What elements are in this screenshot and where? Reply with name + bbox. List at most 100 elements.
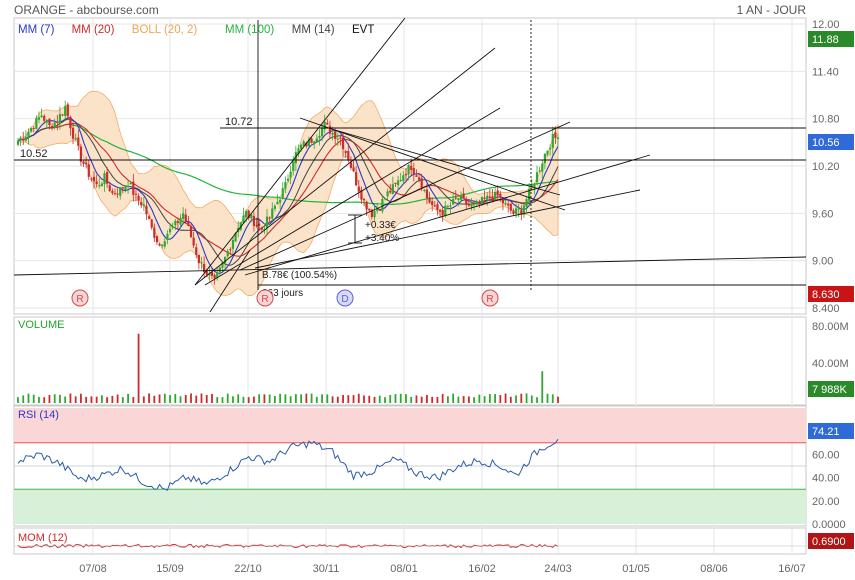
volume-bar xyxy=(541,371,544,403)
volume-bar xyxy=(211,393,213,403)
candle-body xyxy=(258,223,261,226)
candle-body xyxy=(554,132,557,138)
momentum-title: MOM (12) xyxy=(18,532,68,544)
volume-bar xyxy=(557,396,559,403)
volume-bar xyxy=(363,395,365,403)
candle-body xyxy=(323,121,326,130)
candle-body xyxy=(56,121,59,123)
trendline xyxy=(13,256,807,276)
ma14-line xyxy=(17,118,559,266)
candle-body xyxy=(247,210,250,219)
date-tick-label: 22/10 xyxy=(234,563,262,575)
volume-bar xyxy=(237,394,240,403)
rsi-tick-label: 0.0000 xyxy=(812,519,846,531)
event-marker-label: R xyxy=(486,294,493,305)
legend-item: BOLL (20, 2) xyxy=(132,24,198,36)
candle-body xyxy=(339,137,342,139)
candle-body xyxy=(473,204,476,206)
candle-body xyxy=(210,271,214,276)
indicator-legend: MM (7) MM (20) BOLL (20, 2) MM (100) MM (14)… xyxy=(18,24,374,36)
candle-body xyxy=(255,225,258,227)
candle-body xyxy=(22,138,25,141)
candle-body xyxy=(95,181,98,185)
candle-body xyxy=(535,172,539,183)
candle-body xyxy=(74,138,77,140)
candle-body xyxy=(378,209,381,211)
candle-body xyxy=(313,141,316,145)
momentum-last-badge-text: 0.6900 xyxy=(812,536,846,548)
candle-body xyxy=(24,136,27,141)
candle-body xyxy=(331,132,334,135)
volume-bar xyxy=(405,394,407,403)
candle-body xyxy=(528,188,531,201)
candle-body xyxy=(496,190,499,196)
momentum-line xyxy=(14,543,806,549)
price-top-badge xyxy=(808,31,854,47)
volume-bar xyxy=(263,394,266,403)
candle-body xyxy=(499,193,502,198)
volume-bar xyxy=(536,397,538,403)
price-grid xyxy=(14,18,806,554)
volume-bar xyxy=(232,396,234,403)
candle-body xyxy=(509,203,512,211)
trendline xyxy=(194,47,496,286)
candle-body xyxy=(438,209,442,212)
volume-bar xyxy=(420,396,423,403)
candle-body xyxy=(284,181,287,189)
candle-body xyxy=(517,208,520,210)
candle-body xyxy=(166,233,169,241)
legend-item: EVT xyxy=(352,24,374,36)
volume-bar xyxy=(242,396,245,403)
price-last-badge xyxy=(808,134,854,150)
volume-bar xyxy=(378,395,381,403)
candle-body xyxy=(297,148,300,154)
volume-bar xyxy=(59,394,61,403)
volume-bar xyxy=(525,393,528,403)
candle-body xyxy=(504,203,507,205)
candle-body xyxy=(302,141,305,146)
candle-body xyxy=(203,263,206,273)
date-tick-label: 15/09 xyxy=(156,563,184,575)
candle-body xyxy=(161,244,164,247)
volume-bar xyxy=(32,394,35,403)
volume-bar xyxy=(132,397,135,403)
candle-body xyxy=(45,119,48,123)
candle-body xyxy=(305,142,308,147)
candle-body xyxy=(43,115,46,121)
candle-body xyxy=(50,125,54,129)
candle-body xyxy=(279,199,282,203)
candle-body xyxy=(486,195,489,201)
candle-body xyxy=(271,208,274,219)
volume-bar xyxy=(373,396,376,403)
candle-body xyxy=(174,220,177,226)
volume-title: VOLUME xyxy=(18,319,64,331)
candle-body xyxy=(480,196,484,205)
volume-bar xyxy=(326,394,329,403)
price-tick-label: 8.400 xyxy=(812,303,840,315)
candle-body xyxy=(470,204,473,207)
event-marker-label: D xyxy=(341,294,348,305)
volume-bar xyxy=(467,396,470,403)
candle-body xyxy=(389,190,392,193)
volume-bar xyxy=(284,394,287,403)
volume-bar xyxy=(462,396,465,403)
volume-bar xyxy=(116,394,119,403)
candle-body xyxy=(376,208,379,211)
candle-body xyxy=(126,185,130,187)
volume-bar xyxy=(106,397,109,403)
candle-body xyxy=(281,188,284,198)
candle-body xyxy=(87,164,90,177)
volume-bar xyxy=(289,396,292,403)
volume-bar xyxy=(368,395,371,403)
candle-body xyxy=(147,216,151,219)
volume-bar xyxy=(64,396,67,403)
candle-body xyxy=(436,204,439,210)
date-tick-label: 07/08 xyxy=(79,563,107,575)
candle-body xyxy=(61,114,64,116)
candle-body xyxy=(100,183,103,187)
candle-body xyxy=(501,198,505,204)
candle-body xyxy=(66,104,69,117)
volume-bar xyxy=(247,397,250,403)
